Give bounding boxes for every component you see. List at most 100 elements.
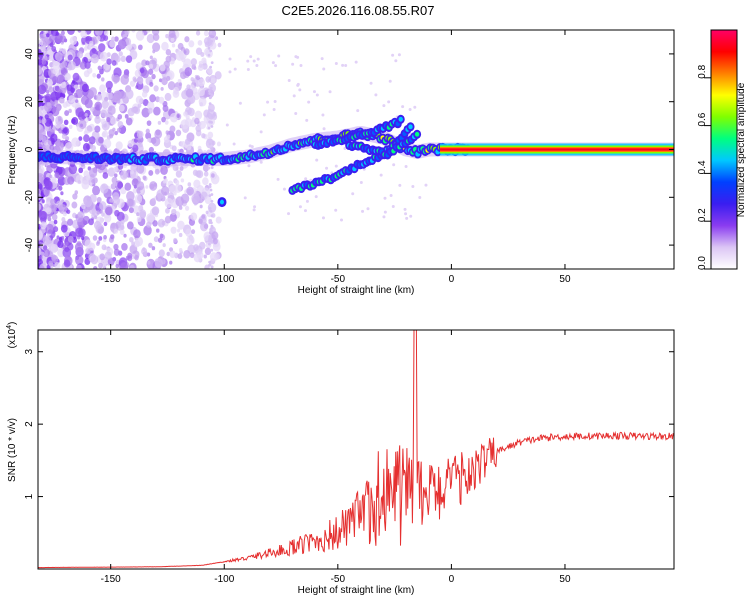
noise-blob (78, 167, 84, 174)
colorbar-tick-label: 0.2 (697, 208, 708, 222)
noise-blob (204, 195, 212, 205)
noise-blob (194, 110, 203, 120)
band-core (440, 148, 674, 151)
noise-blob (40, 221, 47, 230)
scatter-dot (382, 104, 386, 108)
noise-blob (126, 221, 134, 230)
noise-blob (170, 226, 177, 234)
streak-dot (208, 89, 211, 93)
noise-blob (111, 98, 115, 103)
scatter-dot (411, 185, 415, 189)
noise-blob (148, 68, 154, 75)
noise-blob (136, 216, 142, 223)
noise-blob (214, 71, 222, 80)
noise-blob (129, 264, 135, 269)
y-tick-label: 1 (24, 493, 35, 499)
noise-blob (109, 198, 114, 203)
noise-blob (169, 250, 176, 258)
noise-blob (135, 95, 143, 105)
noise-blob (141, 247, 148, 255)
streak-dot (208, 113, 212, 117)
noise-blob (132, 76, 137, 82)
noise-blob (125, 55, 133, 63)
noise-blob (98, 236, 103, 241)
noise-blob (84, 112, 88, 117)
noise-blob (73, 92, 78, 98)
scatter-dot (413, 105, 417, 109)
spectrogram-y-label: Frequency (Hz) (7, 116, 18, 185)
noise-blob (186, 235, 195, 245)
noise-blob (58, 96, 65, 104)
noise-blob (75, 174, 84, 185)
noise-blob (158, 249, 165, 257)
noise-blob (53, 226, 59, 233)
noise-blob (64, 110, 70, 117)
noise-blob (149, 55, 153, 60)
noise-blob (68, 108, 72, 114)
noise-blob (100, 209, 104, 214)
streak-dot (209, 49, 213, 53)
noise-blob (152, 207, 159, 216)
noise-blob (78, 136, 83, 141)
noise-blob (68, 124, 73, 130)
noise-blob (176, 114, 180, 118)
noise-blob (90, 53, 99, 64)
colorbar-gradient (711, 30, 737, 269)
noise-blob (97, 65, 102, 71)
noise-blob (161, 77, 168, 86)
noise-blob (196, 251, 204, 260)
noise-blob (190, 58, 198, 66)
scatter-dot (387, 100, 391, 104)
noise-blob (48, 86, 54, 93)
scatter-dot (339, 218, 343, 222)
noise-blob (56, 69, 62, 76)
noise-blob (134, 254, 139, 261)
noise-blob (93, 220, 102, 230)
scatter-dot (277, 54, 281, 58)
x-tick-label: -50 (331, 274, 346, 285)
noise-blob (56, 235, 60, 240)
streak-dot (209, 30, 213, 34)
noise-blob (66, 209, 71, 215)
noise-blob (113, 243, 119, 251)
noise-blob (191, 79, 196, 84)
scatter-dot (383, 196, 387, 200)
spectrogram-y-ticks: -40 -20 0 20 40 (24, 48, 674, 252)
noise-blob (67, 235, 74, 243)
noise-blob (113, 90, 122, 101)
colorbar-frame (710, 29, 738, 270)
scatter-dot (232, 142, 236, 146)
noise-blob (160, 165, 168, 175)
x-tick-label: 0 (449, 574, 455, 585)
scatter-dot (391, 204, 395, 208)
noise-blob (202, 177, 209, 186)
noise-blob (165, 33, 169, 39)
noise-blob (91, 178, 96, 184)
x-tick-label: -150 (101, 274, 121, 285)
noise-blob (38, 230, 43, 241)
streak-dot (210, 224, 214, 228)
snr-x-ticks: -150 -100 -50 0 50 (101, 330, 571, 585)
scatter-dot (383, 210, 387, 214)
noise-blob (212, 238, 218, 245)
scatter-dot (259, 130, 263, 134)
noise-blob (134, 69, 141, 78)
noise-blob (138, 78, 144, 85)
noise-blob (101, 77, 105, 82)
noise-blob (157, 120, 162, 125)
noise-blob (79, 80, 84, 85)
scatter-dot (315, 93, 319, 97)
scatter-dot (366, 207, 370, 211)
noise-blob (42, 235, 51, 246)
noise-blob (83, 134, 90, 143)
noise-blob (67, 218, 74, 226)
noise-blob (132, 144, 139, 152)
noise-blob (57, 240, 64, 249)
noise-blob (94, 101, 103, 111)
noise-blob (175, 170, 183, 178)
noise-blob (114, 36, 119, 42)
noise-blob (84, 61, 91, 69)
noise-blob (216, 141, 221, 147)
scatter-dot (266, 100, 270, 104)
